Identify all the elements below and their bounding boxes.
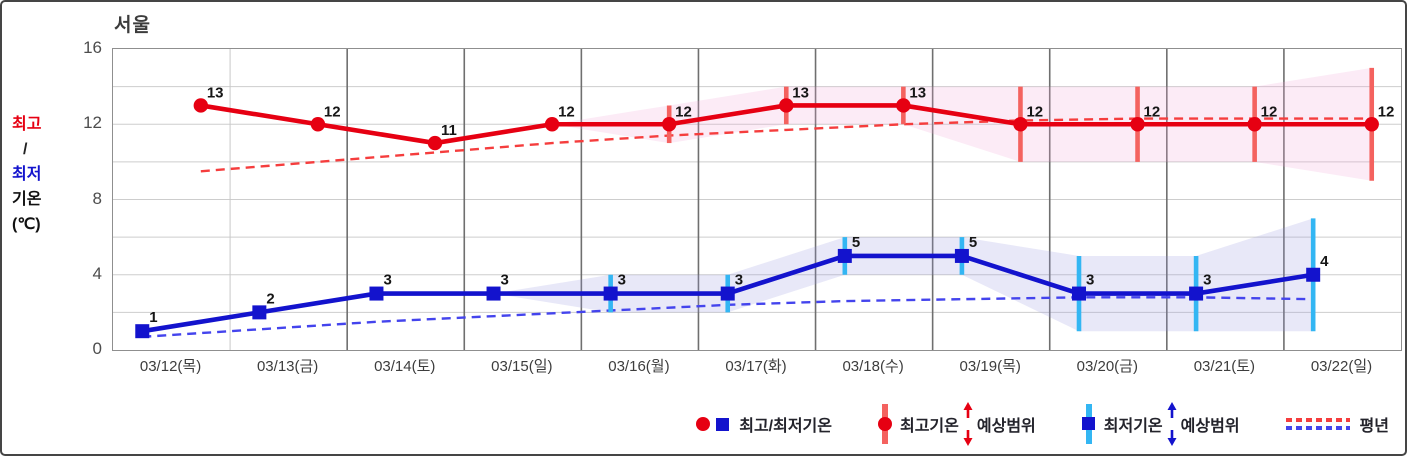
y-tick-label: 0 [92, 339, 102, 358]
y-tick-label: 4 [92, 263, 102, 283]
legend-item-min-range: 최저기온 예상범위 [1081, 402, 1240, 446]
max-temp-marker-icon [696, 417, 711, 431]
legend-label-normal: 평년 [1359, 418, 1389, 435]
max-temp-value-label: 12 [558, 103, 575, 120]
max-temp-value-label: 12 [1261, 103, 1278, 120]
max-temp-marker [310, 117, 326, 132]
max-temp-marker [661, 117, 677, 132]
legend-label-max-range-a: 최고기온 [899, 418, 959, 435]
x-tick-label: 03/12(목) [139, 358, 202, 375]
y-axis-label-min: 최저 [12, 166, 42, 183]
min-temp-marker [486, 286, 501, 301]
min-temp-marker [1072, 286, 1086, 301]
min-temp-value-label: 5 [969, 234, 977, 251]
min-temp-value-label: 3 [1086, 272, 1094, 289]
max-temp-value-label: 13 [909, 84, 926, 101]
y-tick-label: 8 [92, 188, 102, 208]
legend-label-max-range-b: 예상범위 [976, 418, 1036, 435]
y-axis-label-temp: 기온 [12, 191, 42, 208]
max-temp-value-label: 11 [441, 122, 457, 139]
min-temp-value-label: 1 [149, 309, 157, 326]
max-forecast-band [552, 67, 1372, 181]
max-temp-value-label: 13 [207, 84, 224, 101]
chart-title: 서울 [114, 15, 151, 36]
min-temp-value-label: 3 [501, 272, 509, 289]
x-axis-ticks: 03/12(목) 03/13(금) 03/14(토) 03/15(일) 03/16(월)… [112, 355, 1400, 376]
legend-item-max-range: 최고기온 예상범위 [877, 402, 1036, 446]
x-tick-label: 03/14(토) [374, 358, 436, 375]
legend-item-temps: 최고/최저기온 [696, 412, 832, 436]
max-temp-value-label: 12 [1026, 103, 1043, 120]
min-temp-marker-icon [716, 417, 730, 431]
min-temp-marker [837, 248, 852, 263]
max-temp-marker [544, 117, 560, 132]
x-tick-label: 03/20(금) [1076, 358, 1138, 375]
max-temp-marker [1130, 117, 1145, 132]
y-axis-label-slash: / [23, 141, 28, 158]
legend-label-min-range-a: 최저기온 [1103, 418, 1163, 435]
min-temp-marker [135, 324, 150, 339]
max-temp-marker [1013, 117, 1028, 132]
x-tick-label: 03/21(토) [1193, 358, 1256, 375]
x-tick-label: 03/19(목) [959, 358, 1021, 375]
max-temp-marker [1247, 117, 1262, 132]
max-temp-value-label: 12 [1144, 103, 1161, 120]
max-range-bar-icon [877, 404, 892, 444]
min-temp-marker [369, 286, 384, 301]
max-temp-marker [427, 135, 443, 151]
max-normal-dashed-line [200, 117, 1372, 173]
legend: 최고/최저기온 최고기온 예상범위 최저 [650, 399, 1389, 449]
min-forecast-band [493, 218, 1314, 332]
legend-label-min-range-b: 예상범위 [1180, 418, 1240, 435]
min-temp-value-label: 3 [735, 272, 743, 289]
max-temp-value-label: 12 [675, 103, 692, 120]
y-axis-label: 최고 / 최저 기온 (℃) [12, 112, 64, 237]
x-tick-label: 03/22(일) [1310, 358, 1373, 375]
plot-area: 13 12 11 12 12 13 13 12 12 12 12 1 2 3 3 3 3 5 5 3 3 4 [112, 48, 1402, 351]
x-tick-label: 03/13(금) [256, 358, 319, 375]
min-temp-marker [720, 286, 735, 301]
max-temp-value-label: 12 [1378, 103, 1395, 120]
x-tick-label: 03/17(화) [725, 358, 787, 375]
min-temp-value-label: 3 [383, 272, 391, 289]
x-tick-label: 03/16(월) [608, 358, 670, 375]
min-range-bar-icon [1081, 404, 1096, 444]
min-range-arrow-icon [1167, 402, 1177, 446]
max-temp-value-label: 12 [324, 103, 341, 120]
y-tick-label: 12 [83, 113, 102, 133]
min-temp-marker [252, 305, 267, 320]
min-temp-marker [954, 248, 969, 263]
max-temp-value-label: 13 [792, 84, 809, 101]
y-axis-label-unit: (℃) [12, 216, 41, 233]
legend-label-temps: 최고/최저기온 [739, 418, 832, 435]
min-temp-value-label: 5 [852, 234, 860, 251]
max-temp-marker [1364, 117, 1379, 132]
normal-dashed-lines-icon [1285, 418, 1350, 430]
min-temp-marker [1189, 286, 1204, 301]
min-temp-value-label: 2 [266, 290, 274, 307]
min-temp-marker [1306, 267, 1321, 282]
max-range-arrow-icon [963, 402, 973, 446]
min-temp-value-label: 4 [1320, 253, 1329, 270]
min-temp-value-label: 3 [618, 272, 626, 289]
max-temp-marker [896, 98, 911, 113]
y-tick-label: 16 [83, 38, 102, 57]
max-temp-marker [193, 98, 209, 113]
min-temp-value-label: 3 [1203, 272, 1211, 289]
x-tick-label: 03/18(수) [842, 358, 904, 375]
min-temp-marker [603, 286, 618, 301]
legend-item-normal: 평년 [1285, 412, 1389, 436]
x-tick-label: 03/15(일) [491, 358, 553, 375]
max-temp-marker [779, 98, 794, 113]
y-axis-label-max: 최고 [12, 116, 42, 133]
